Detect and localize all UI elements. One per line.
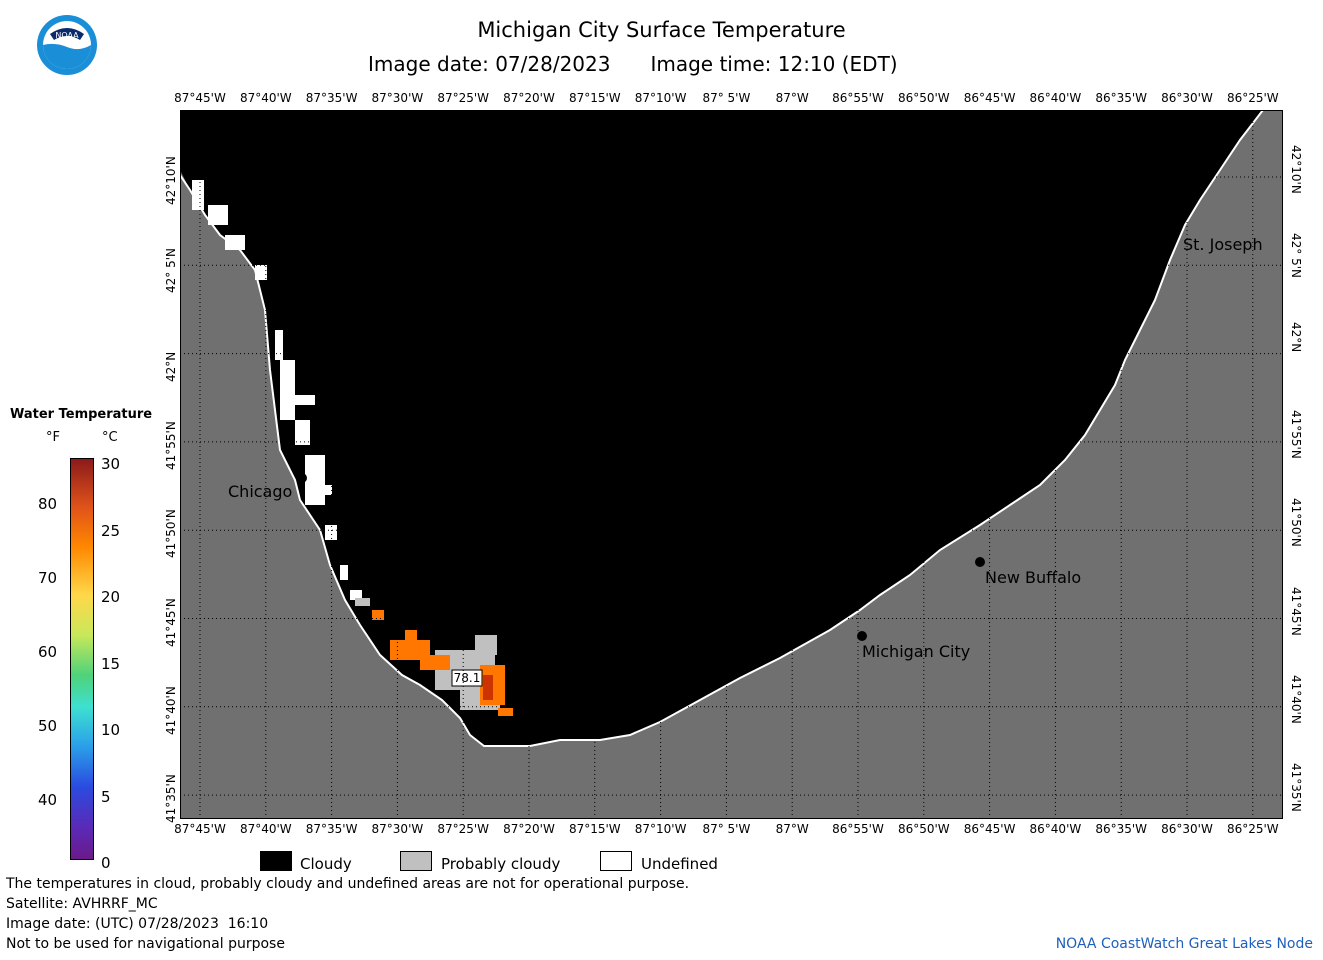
fahrenheit-tick: 70 — [38, 569, 58, 587]
key-cloudy-swatch — [260, 851, 292, 871]
sample-value-box — [451, 669, 483, 687]
lat-tick-left: 41°45'N — [164, 597, 178, 647]
lake-cloud-area — [180, 110, 1263, 746]
lon-tick-bottom: 87°20'W — [503, 822, 555, 836]
svg-text:NOAA: NOAA — [55, 31, 79, 40]
key-probably-cloudy-label: Probably cloudy — [441, 855, 561, 873]
unit-celsius: °C — [102, 430, 118, 445]
lat-tick-left: 41°55'N — [164, 421, 178, 470]
lon-tick-bottom: 87°10'W — [634, 822, 687, 836]
celsius-tick: 30 — [101, 455, 121, 473]
place-label-st-joseph: St. Joseph — [1183, 235, 1263, 254]
lat-tick-right: 41°35'N — [1289, 763, 1303, 812]
legend-title: Water Temperature — [10, 407, 153, 422]
place-label-chicago: Chicago — [228, 482, 293, 501]
fahrenheit-tick: 60 — [38, 643, 58, 661]
lat-tick-right: 42°10'N — [1289, 145, 1303, 194]
celsius-tick: 5 — [101, 787, 111, 806]
lat-tick-right: 42°N — [1289, 321, 1303, 352]
key-probably-cloudy-swatch — [400, 851, 432, 871]
fahrenheit-tick: 40 — [38, 791, 58, 809]
undefined-patches — [192, 180, 362, 600]
lon-tick-top: 86°40'W — [1029, 91, 1082, 105]
unit-fahrenheit: °F — [46, 430, 60, 445]
key-undefined-swatch — [600, 851, 632, 871]
place-label-new-buffalo: New Buffalo — [985, 568, 1082, 587]
lon-tick-bottom: 87°40'W — [239, 822, 292, 836]
lon-tick-top: 87°45'W — [174, 91, 226, 105]
note-operational: The temperatures in cloud, probably clou… — [6, 876, 690, 892]
lon-tick-top: 86°55'W — [832, 91, 884, 105]
image-time: Image time: 12:10 (EDT) — [650, 52, 898, 76]
image-date-time: Image date: 07/28/2023 Image time: 12:10 … — [368, 52, 938, 76]
michigan-city-marker — [857, 631, 867, 641]
lon-tick-top: 87°25'W — [437, 91, 490, 105]
credit-link[interactable]: NOAA CoastWatch Great Lakes Node — [1055, 936, 1313, 952]
place-label-michigan-city: Michigan City — [862, 642, 971, 661]
lon-tick-top: 87° 5'W — [702, 91, 751, 105]
lat-tick-left: 42°10'N — [164, 156, 178, 205]
lat-tick-right: 41°55'N — [1289, 409, 1303, 459]
lon-tick-bottom: 86°30'W — [1161, 822, 1213, 836]
chicago-marker — [297, 473, 307, 483]
lon-tick-bottom: 86°40'W — [1029, 822, 1082, 836]
lon-tick-top: 87°20'W — [503, 91, 555, 105]
lon-tick-bottom: 87°45'W — [174, 822, 226, 836]
celsius-tick: 10 — [101, 721, 121, 739]
color-bar — [70, 458, 94, 860]
key-undefined-label: Undefined — [641, 855, 718, 873]
lon-tick-top: 87°30'W — [371, 91, 424, 105]
lon-tick-bottom: 86°50'W — [897, 822, 950, 836]
lon-tick-top: 87°15'W — [568, 91, 621, 105]
lon-tick-top: 87°40'W — [239, 91, 292, 105]
shoreline — [180, 110, 1264, 747]
lon-tick-top: 86°35'W — [1095, 91, 1148, 105]
lon-tick-bottom: 86°35'W — [1095, 822, 1148, 836]
lon-tick-bottom: 87° 5'W — [702, 822, 751, 836]
lon-tick-bottom: 87°W — [775, 822, 809, 836]
note-utc-date: Image date: (UTC) 07/28/2023 16:10 — [6, 916, 269, 932]
lon-tick-top: 87°10'W — [634, 91, 687, 105]
lat-tick-right: 41°50'N — [1289, 498, 1303, 548]
page-title: Michigan City Surface Temperature — [477, 18, 846, 42]
lat-tick-left: 42°N — [164, 351, 178, 382]
lon-tick-bottom: 87°15'W — [568, 822, 621, 836]
celsius-tick: 25 — [101, 521, 121, 540]
lat-tick-right: 42° 5'N — [1289, 233, 1303, 279]
lat-tick-left: 41°40'N — [164, 685, 178, 735]
lat-tick-left: 41°35'N — [164, 774, 178, 824]
key-cloudy-label: Cloudy — [300, 855, 352, 873]
lat-tick-right: 41°40'N — [1289, 674, 1303, 724]
note-satellite: Satellite: AVHRRF_MC — [6, 896, 158, 912]
lat-tick-left: 41°50'N — [164, 509, 178, 559]
lon-tick-bottom: 86°45'W — [963, 822, 1016, 836]
lon-tick-top: 86°25'W — [1226, 91, 1279, 105]
noaa-logo-icon: NOAA — [36, 14, 98, 76]
fahrenheit-tick: 50 — [38, 717, 58, 735]
temperature-patches — [372, 610, 513, 716]
temperature-map: 78.1 Chicago St. Joseph New Buffalo Mich… — [180, 110, 1283, 819]
celsius-tick: 0 — [101, 854, 111, 872]
lon-tick-top: 86°30'W — [1161, 91, 1213, 105]
new-buffalo-marker — [975, 557, 985, 567]
lon-tick-bottom: 87°35'W — [305, 822, 358, 836]
sample-value: 78.1 — [454, 671, 481, 685]
lat-tick-left: 42° 5'N — [164, 248, 178, 294]
lat-tick-right: 41°45'N — [1289, 586, 1303, 636]
lon-tick-top: 87°W — [775, 91, 809, 105]
lon-tick-bottom: 87°30'W — [371, 822, 424, 836]
lon-tick-top: 86°50'W — [897, 91, 950, 105]
image-date: Image date: 07/28/2023 — [368, 52, 611, 76]
lon-tick-bottom: 87°25'W — [437, 822, 490, 836]
celsius-tick: 20 — [101, 588, 121, 606]
lon-tick-bottom: 86°25'W — [1226, 822, 1279, 836]
lon-tick-bottom: 86°55'W — [832, 822, 884, 836]
note-navigation: Not to be used for navigational purpose — [6, 936, 285, 952]
celsius-tick: 15 — [101, 654, 121, 673]
lon-tick-top: 86°45'W — [963, 91, 1016, 105]
lon-tick-top: 87°35'W — [305, 91, 358, 105]
fahrenheit-tick: 80 — [38, 495, 58, 513]
